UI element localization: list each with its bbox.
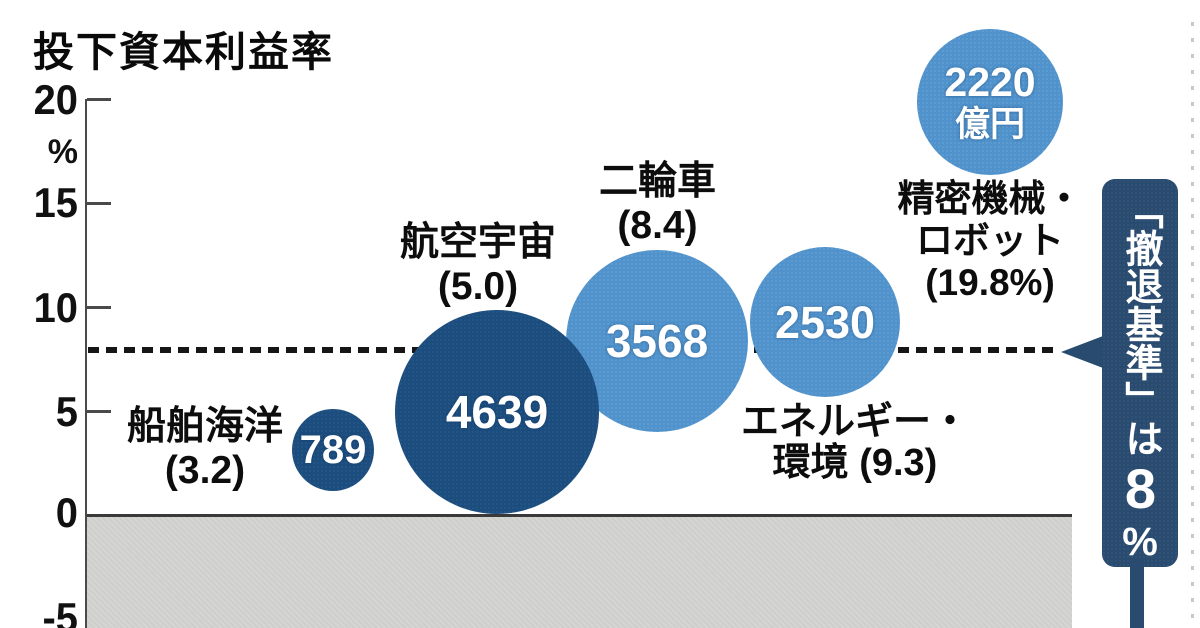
label-ship-marine-line1: 船舶海洋 <box>126 405 283 448</box>
bubble-precision-robot-amount: 2220 <box>944 59 1036 105</box>
callout-percent-sign: % <box>1118 520 1162 564</box>
y-label-5: 5 <box>55 388 78 435</box>
label-ship-marine-line2: (3.2) <box>164 449 246 492</box>
label-motorcycle-line1: 二輪車 <box>598 160 716 203</box>
withdrawal-threshold-callout: 「撤退基準」は8% <box>1102 179 1178 567</box>
label-energy-environment-line2: 環境 (9.3) <box>772 442 938 484</box>
y-tick-5 <box>87 410 111 413</box>
callout-stem <box>1130 560 1144 628</box>
bubble-ship-marine-value: 789 <box>299 428 367 472</box>
bubble-aerospace-value: 4639 <box>445 386 549 438</box>
negative-region-band <box>87 517 1072 628</box>
label-precision-robot: 精密機械・ ロボット (19.8%) <box>835 178 1145 304</box>
label-aerospace-line1: 航空宇宙 <box>399 221 556 264</box>
y-axis-unit: % <box>47 133 78 171</box>
withdrawal-threshold-text: 「撤退基準」は8% <box>1102 179 1178 564</box>
label-aerospace: 航空宇宙 (5.0) <box>348 221 608 309</box>
y-label-0: 0 <box>55 489 78 536</box>
callout-prefix: 「撤退基準」は <box>1119 191 1161 457</box>
y-tick-15 <box>87 202 111 205</box>
bubble-precision-robot-value: 2220 億円 <box>944 59 1036 144</box>
y-label-15: 15 <box>33 179 78 226</box>
label-ship-marine: 船舶海洋 (3.2) <box>95 405 315 493</box>
label-precision-robot-line2: ロボット <box>916 220 1064 261</box>
label-energy-environment-line1: エネルギー・ <box>740 401 969 443</box>
bubble-motorcycle-value: 3568 <box>605 315 709 367</box>
chart-title: 投下資本利益率 <box>33 29 334 75</box>
y-label-10: 10 <box>33 284 78 331</box>
bubble-ship-marine: 789 <box>292 409 374 491</box>
label-motorcycle: 二輪車 (8.4) <box>530 160 785 248</box>
bubble-precision-robot-unit: 億円 <box>954 105 1025 144</box>
right-edge-dotted-divider <box>1191 22 1194 628</box>
callout-value: 8 <box>1109 457 1172 520</box>
y-tick-20 <box>87 98 111 101</box>
label-energy-environment: エネルギー・ 環境 (9.3) <box>700 402 1010 484</box>
bubble-aerospace: 4639 <box>395 310 599 514</box>
y-axis-line <box>85 99 87 628</box>
zero-baseline <box>87 514 1072 517</box>
bubble-precision-robot: 2220 億円 <box>917 29 1063 175</box>
y-tick-10 <box>87 306 111 309</box>
callout-pointer-left-icon <box>1061 336 1103 368</box>
y-label-20: 20 <box>33 76 78 123</box>
label-precision-robot-line1: 精密機械・ <box>897 178 1083 219</box>
label-precision-robot-line3: (19.8%) <box>925 262 1055 303</box>
bubble-energy-environment: 2530 <box>750 247 900 397</box>
label-motorcycle-line2: (8.4) <box>617 204 698 247</box>
label-aerospace-line2: (5.0) <box>437 265 519 308</box>
bubble-energy-environment-value: 2530 <box>774 296 876 348</box>
y-label-neg5: -5 <box>42 594 78 628</box>
